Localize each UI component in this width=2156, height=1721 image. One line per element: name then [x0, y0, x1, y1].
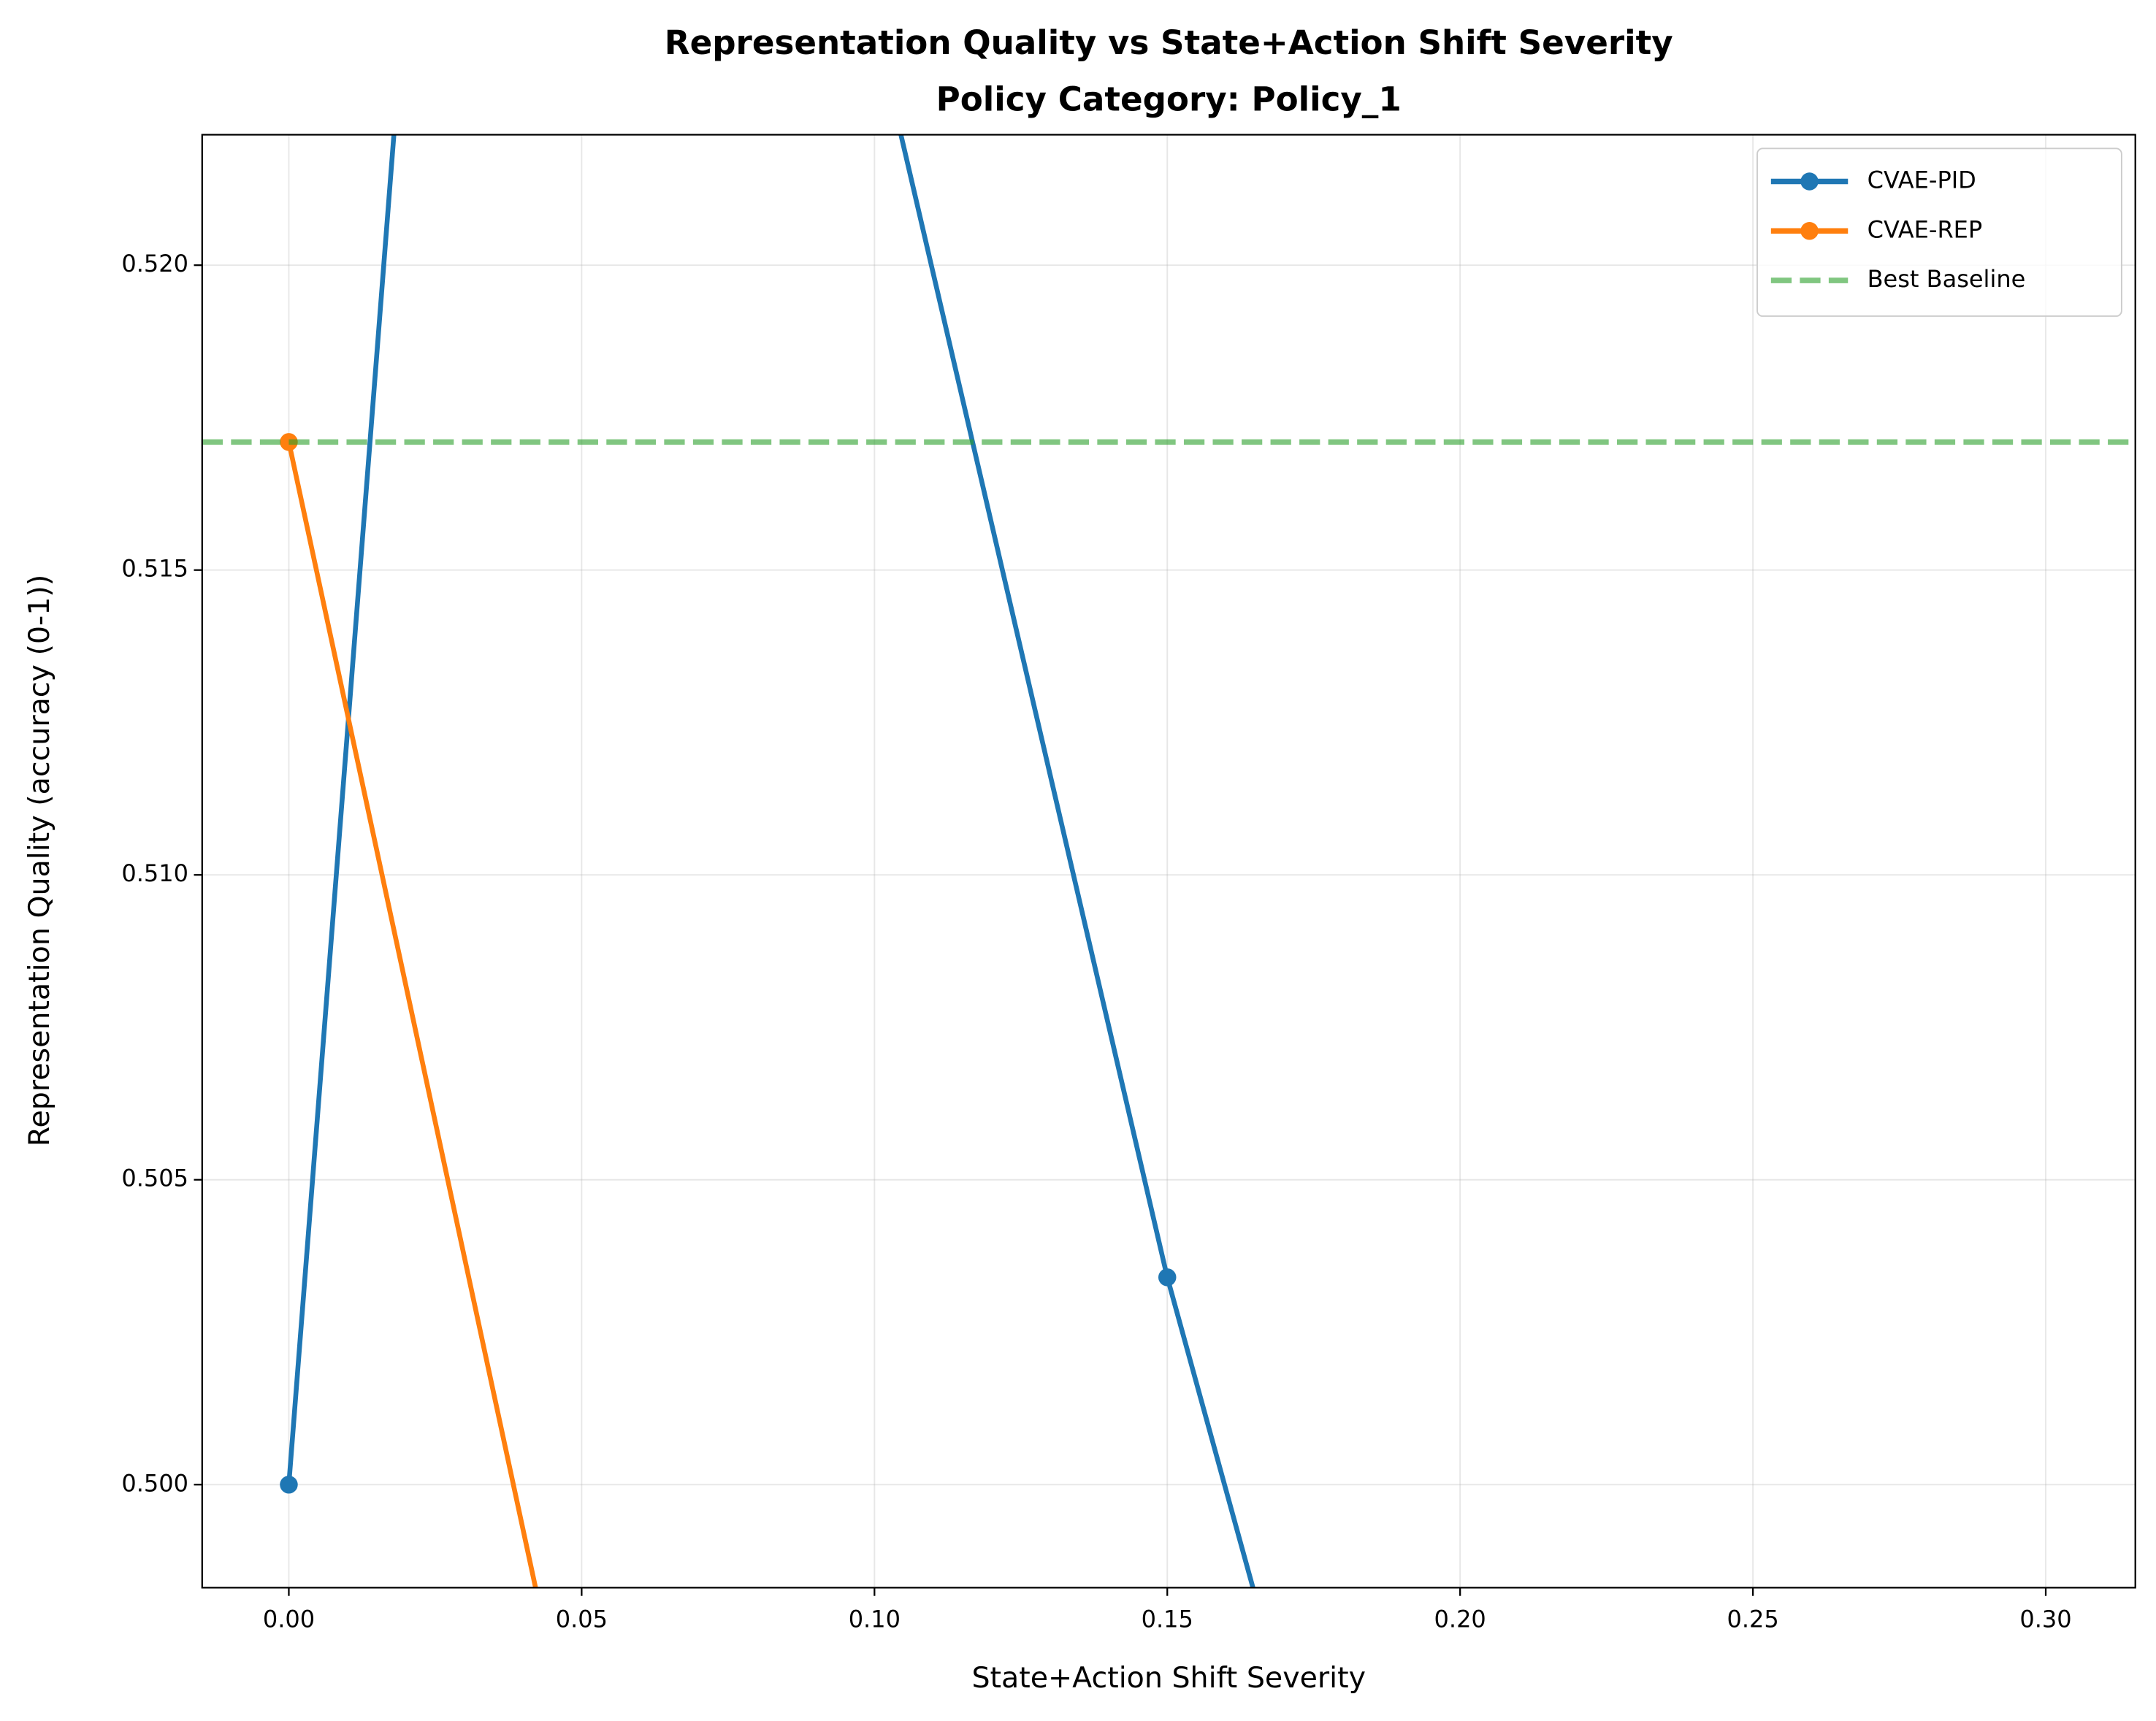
x-tick-label: 0.30	[2019, 1606, 2071, 1633]
chart-subtitle: Policy Category: Policy_1	[936, 80, 1402, 118]
y-tick-label: 0.520	[121, 250, 188, 277]
data-point	[1158, 1268, 1177, 1287]
y-tick-label: 0.510	[121, 859, 188, 887]
legend-box	[1756, 147, 2122, 317]
chart-title: Representation Quality vs State+Action S…	[665, 23, 1673, 62]
legend-label: CVAE-REP	[1868, 215, 1983, 243]
x-tick-label: 0.10	[849, 1606, 901, 1633]
x-tick-label: 0.15	[1142, 1606, 1193, 1633]
legend-label: Best Baseline	[1868, 265, 2026, 293]
x-tick-label: 0.20	[1434, 1606, 1486, 1633]
grid	[202, 134, 2136, 1588]
ticks: 0.00 0.05 0.10 0.15 0.20 0.25 0.30 0.500 0.505 0.…	[121, 250, 2071, 1633]
legend-label: CVAE-PID	[1868, 166, 1976, 194]
y-tick-label: 0.515	[121, 555, 188, 583]
legend: CVAE-PID CVAE-REP Best Baseline	[1756, 147, 2122, 317]
x-tick-label: 0.25	[1727, 1606, 1778, 1633]
y-axis-label: Representation Quality (accuracy (0-1))	[23, 575, 56, 1146]
y-tick-label: 0.500	[121, 1469, 188, 1497]
legend-marker	[1800, 222, 1819, 240]
legend-marker	[1800, 172, 1819, 191]
data-point	[280, 1476, 298, 1494]
plot-area	[202, 134, 2136, 1588]
y-tick-label: 0.505	[121, 1165, 188, 1192]
x-tick-label: 0.00	[263, 1606, 315, 1633]
x-tick-label: 0.05	[556, 1606, 608, 1633]
axes-frame	[201, 134, 2136, 1589]
x-axis-label: State+Action Shift Severity	[971, 1661, 1366, 1695]
